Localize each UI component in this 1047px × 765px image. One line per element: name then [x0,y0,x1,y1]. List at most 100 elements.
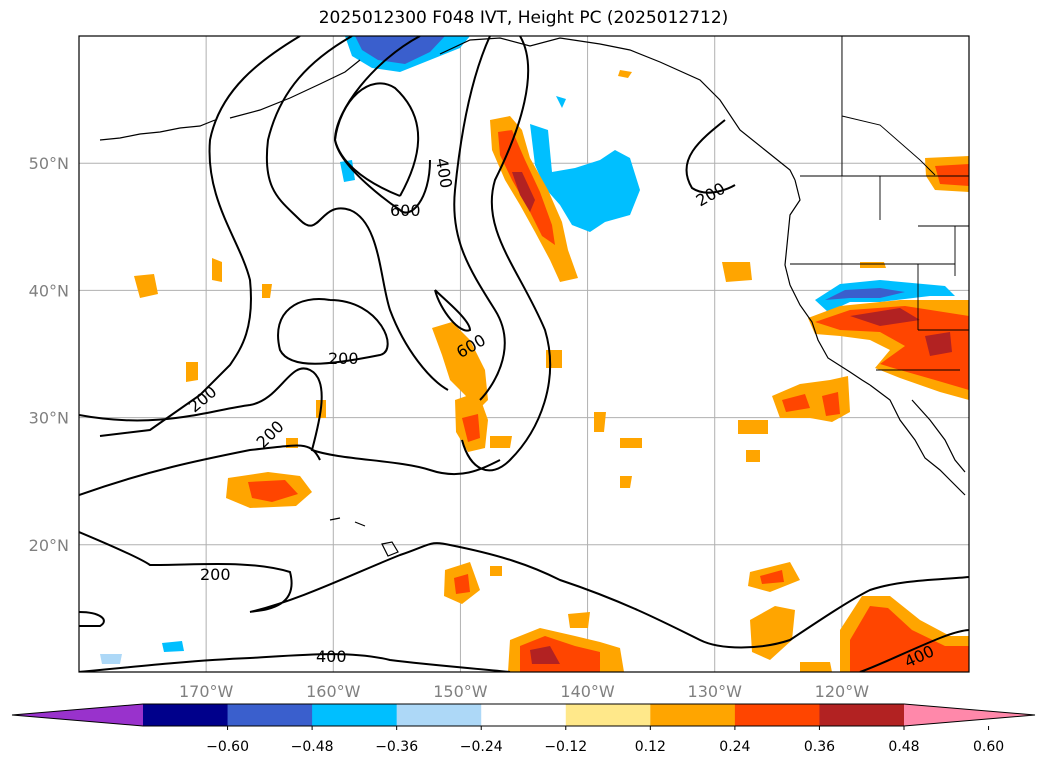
lon-label: 120°W [815,682,870,701]
colorbar-tick-label: 0.60 [973,739,1004,755]
colorbar-tick-label: −0.12 [544,739,587,755]
positive-anomaly-california-core-2 [925,332,952,356]
contour-inner-600 [333,82,420,197]
lat-label: 40°N [29,281,69,300]
positive-anomaly-blob-12 [618,70,632,78]
positive-anomaly-blob-11 [212,258,222,282]
contour-200-e [79,367,501,476]
lat-label: 30°N [29,409,69,428]
positive-anomaly-blob-7 [722,262,752,282]
contour-600 [265,36,449,391]
contour-200-f [79,444,321,496]
positive-anomaly-lake [860,262,886,268]
positive-anomaly-east-inner-2 [822,392,840,416]
positive-anomaly-blob-4 [546,350,562,368]
positive-anomaly-blob-13 [490,436,512,448]
contour-label: 600 [390,201,421,220]
lat-label: 50°N [29,154,69,173]
contour-400 [333,36,431,214]
lon-label: 170°W [179,682,234,701]
colorbar-segment [734,704,820,726]
colorbar-segment [227,704,313,726]
coastlines [99,37,966,557]
colorbar-extend-high [904,704,1035,726]
contour-400-e [859,629,969,672]
lon-label: 150°W [433,682,488,701]
positive-anomaly-south-6-inner [850,606,969,672]
coastline-aleutians [99,119,216,141]
positive-anomaly-blob-5 [594,412,606,432]
colorbar-tick-label: 0.12 [635,739,666,755]
contour-200-c [461,36,552,472]
lon-label: 140°W [560,682,615,701]
contour-loop [277,298,389,365]
colorbar-tick-label: −0.24 [460,739,503,755]
positive-anomaly-east-inner [782,394,810,412]
positive-anomaly-south-4-inner [760,570,784,584]
colorbar-segment [396,704,482,726]
negative-anomaly-california-core [825,288,905,300]
negative-anomaly-alaska-core [355,36,445,64]
positive-anomaly-south-9 [620,476,632,488]
colorbar-extend-low [12,704,143,726]
positive-anomaly-blob-9 [262,284,272,298]
positive-anomaly-south-10 [746,450,760,462]
borders [790,36,969,371]
positive-anomaly-california-inner [815,306,969,390]
colorbar-segment [650,704,736,726]
contour-400-c [79,611,105,627]
colorbar-segment [312,704,398,726]
negative-anomaly-gulf [530,124,640,232]
positive-anomaly-blob-2 [186,362,198,382]
colorbar-segment [819,704,905,726]
colorbar-segment [143,704,229,726]
height-contours [79,36,969,672]
colorbar-segment [481,704,567,726]
negative-anomaly-small-2 [556,96,566,108]
positive-anomaly-streak-core [512,172,535,212]
positive-anomaly-south-7 [800,662,832,672]
colorbar-tick-label: −0.60 [206,739,249,755]
positive-anomaly-south-1-inner [454,574,470,594]
map-title: 2025012300 F048 IVT, Height PC (20250127… [318,8,729,28]
contour-400-b [453,36,506,401]
contour-outer-200 [99,36,301,437]
colorbar [11,703,1036,727]
negative-anomaly-small-3 [162,641,184,652]
coastline-bc [784,179,801,286]
hawaii-islands [329,517,399,557]
positive-anomaly-blob-1 [134,274,158,298]
contour-400-d [79,653,511,672]
positive-anomaly-west-inner [248,480,298,502]
positive-anomaly-south-2-core [530,646,560,664]
lat-label: 20°N [29,536,69,555]
contour-600-b [434,289,472,332]
colorbar-segment [565,704,651,726]
colorbar-tick-label: −0.48 [291,739,334,755]
colorbar-tick-label: 0.24 [719,739,750,755]
coastline-mexico [911,399,966,473]
positive-anomaly-central-2-inner [462,414,480,442]
contour-200-g [79,531,969,649]
coastline-baja [869,384,966,496]
positive-anomaly-south-8 [490,566,502,576]
border-states [790,176,969,371]
positive-anomaly-canada-inner [935,164,969,186]
contour-label: 200 [328,349,359,368]
colorbar-tick-label: −0.36 [375,739,418,755]
lon-label: 160°W [306,682,361,701]
contour-label: 200 [200,565,231,584]
colorbar-labels: −0.60 −0.48 −0.36 −0.24 −0.12 0.12 0.24 0.36 0.4… [206,726,1004,755]
longitude-labels: 170°W 160°W 150°W 140°W 130°W 120°W [179,682,869,701]
colorbar-tick-label: 0.36 [804,739,835,755]
colorbar-tick-label: 0.48 [888,739,919,755]
border-canada-provinces [841,115,936,176]
positive-anomaly-central [432,322,488,410]
latitude-labels: 20°N 30°N 40°N 50°N [29,154,69,555]
coastline-alaska [229,37,796,181]
map-border [78,35,970,673]
coastline-usa [789,284,871,386]
negative-anomaly-small-4 [100,654,122,664]
ivt-shading [100,36,969,672]
colorbar-outline [11,703,1036,727]
